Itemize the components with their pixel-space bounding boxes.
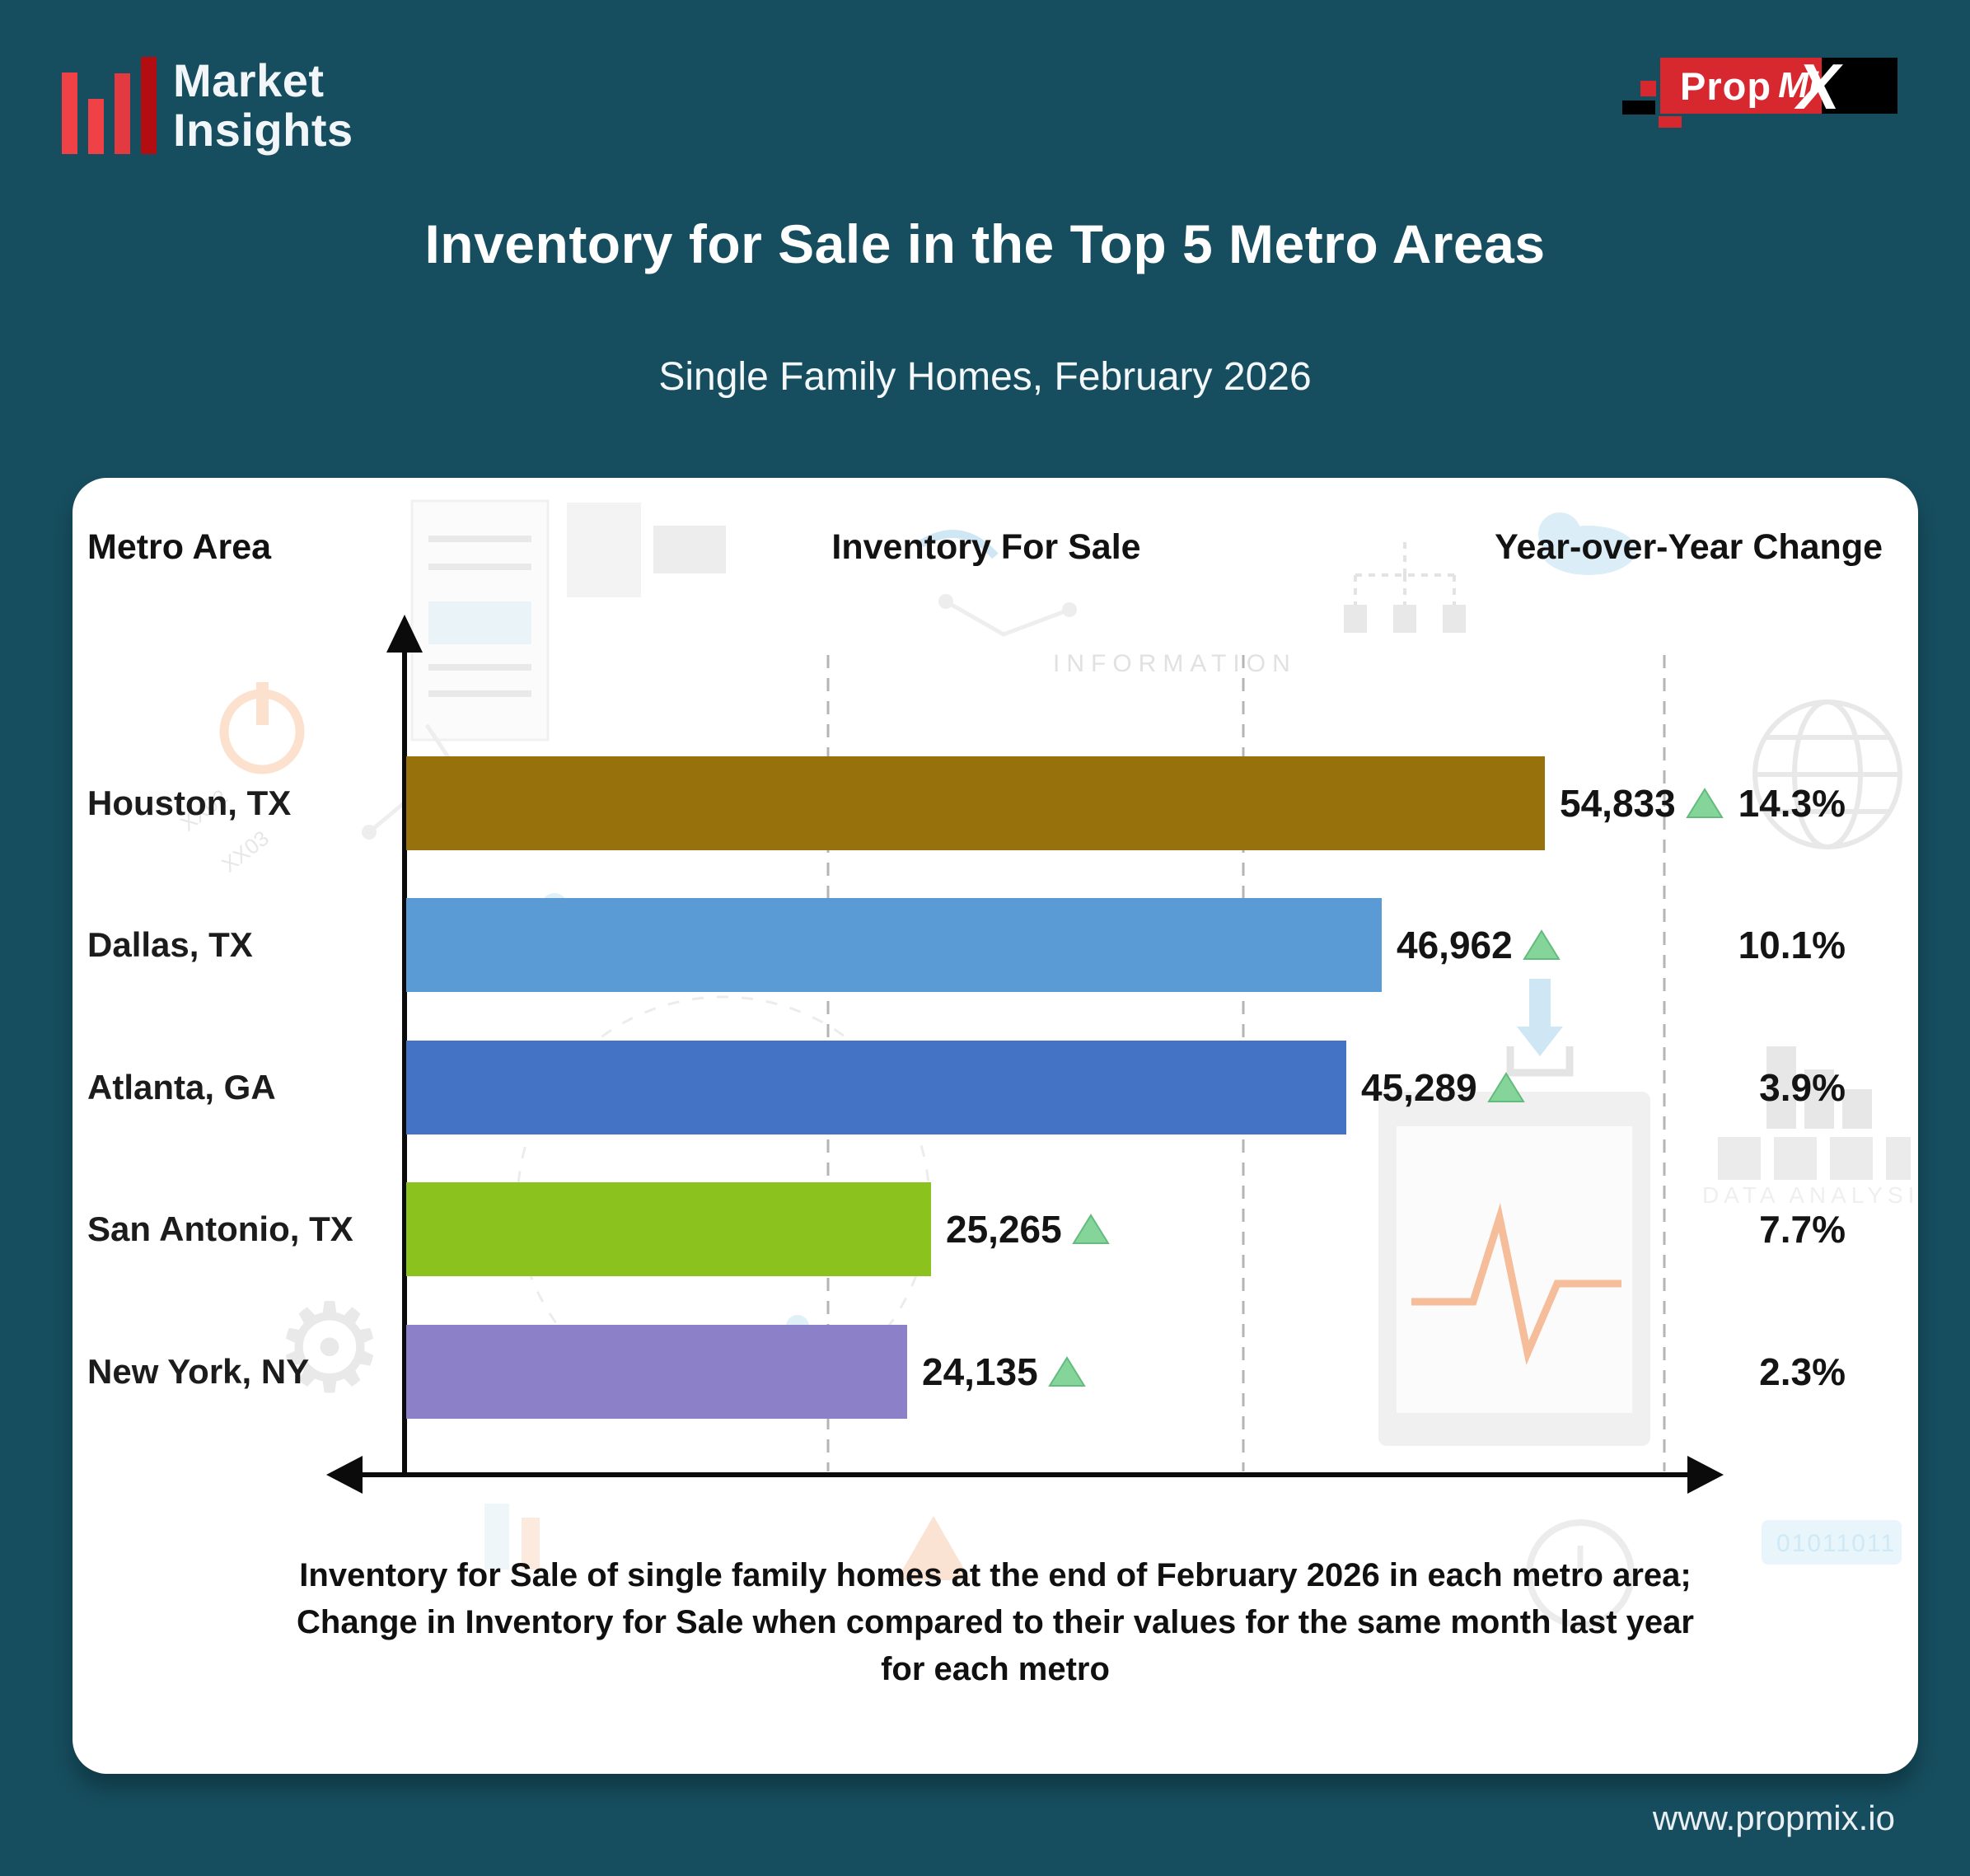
inventory-value-group: 54,833: [1560, 780, 1724, 826]
inventory-value: 45,289: [1361, 1066, 1477, 1109]
page-title: Inventory for Sale in the Top 5 Metro Ar…: [424, 213, 1546, 274]
inventory-bar: [406, 898, 1382, 992]
website-url: www.propmix.io: [1652, 1799, 1895, 1837]
trend-up-icon: [1522, 929, 1561, 960]
caption-line-3: for each metro: [881, 1651, 1110, 1687]
watermark-power-icon: [219, 682, 305, 774]
logo-pixel-square: [1640, 81, 1657, 96]
inventory-value: 25,265: [946, 1208, 1062, 1251]
propmix-x-text: X: [1797, 50, 1841, 123]
inventory-value: 46,962: [1397, 924, 1513, 966]
yoy-value: 2.3%: [1759, 1350, 1846, 1393]
axis-arrow-left: [326, 1456, 363, 1494]
logo-bar: [62, 73, 77, 154]
logo-bar: [88, 99, 104, 154]
logo-bar: [115, 73, 130, 154]
column-header-metro: Metro Area: [87, 527, 272, 567]
propmix-black-panel: X: [1797, 50, 1897, 123]
column-header-yoy: Year-over-Year Change: [1495, 527, 1883, 567]
inventory-value-group: 46,962: [1397, 922, 1561, 968]
inventory-bar: [406, 1325, 907, 1419]
logo-word-market: Market: [173, 54, 325, 106]
chart-card: INFORMATION: [73, 478, 1918, 1774]
axis-arrow-right: [1687, 1456, 1724, 1494]
watermark-hierarchy-icon: [1354, 542, 1456, 605]
watermark-hierarchy-nodes: [1344, 605, 1466, 633]
watermark-download-icon: [1506, 979, 1574, 1077]
inventory-value-group: 45,289: [1361, 1064, 1525, 1111]
caption-line-1: Inventory for Sale of single family home…: [299, 1557, 1692, 1593]
metro-label: Atlanta, GA: [87, 1068, 276, 1106]
bar-chart-logo-icon: [62, 57, 157, 154]
trend-up-icon: [1685, 788, 1724, 818]
trend-up-icon: [1071, 1214, 1110, 1244]
chart-caption: Inventory for Sale of single family home…: [73, 1552, 1918, 1693]
metro-label: San Antonio, TX: [87, 1209, 353, 1248]
metro-label: Dallas, TX: [87, 925, 253, 964]
metro-label: Houston, TX: [87, 784, 292, 822]
watermark-data-analysis-label: DATA ANALYSIS: [1702, 1182, 1918, 1208]
inventory-value: 54,833: [1560, 782, 1676, 825]
trend-up-icon: [1047, 1356, 1086, 1387]
watermark-document-icon: [410, 499, 726, 742]
inventory-bar: [406, 1182, 931, 1276]
logo-word-insights: Insights: [173, 104, 353, 156]
inventory-value-group: 25,265: [946, 1206, 1110, 1252]
trend-up-icon: [1486, 1072, 1525, 1102]
yoy-value: 10.1%: [1738, 924, 1846, 966]
axis-arrow-up: [386, 615, 423, 653]
inventory-bar: [406, 756, 1545, 850]
inventory-value-group: 24,135: [922, 1349, 1086, 1395]
page-subtitle: Single Family Homes, February 2026: [658, 355, 1312, 399]
propmix-mi-text: Mi: [1778, 65, 1818, 105]
watermark-gear-icon: ⚙: [274, 1279, 385, 1417]
watermark-information-label: INFORMATION: [1053, 650, 1297, 677]
logo-wordmark: Market Insights: [173, 56, 353, 155]
propmix-logo: Prop Mi X: [1622, 50, 1897, 128]
logo-bar: [141, 57, 157, 154]
yoy-value: 3.9%: [1759, 1066, 1846, 1109]
watermark-monitor-icon: [1378, 1092, 1650, 1446]
propmix-prop-text: Prop: [1680, 63, 1772, 108]
logo-pixel-square: [1659, 116, 1682, 128]
caption-line-2: Change in Inventory for Sale when compar…: [297, 1604, 1694, 1640]
logo-pixel-square: [1622, 101, 1656, 115]
yoy-value: 7.7%: [1759, 1208, 1846, 1251]
column-header-inventory: Inventory For Sale: [831, 527, 1141, 567]
watermark-tag-xx03: XX03: [217, 826, 274, 877]
yoy-value: 14.3%: [1738, 782, 1846, 825]
metro-label: New York, NY: [87, 1352, 310, 1391]
inventory-value: 24,135: [922, 1350, 1038, 1393]
propmix-red-panel: Prop Mi: [1660, 58, 1822, 114]
market-insights-logo: Market Insights: [62, 56, 353, 155]
inventory-bar: [406, 1041, 1346, 1134]
